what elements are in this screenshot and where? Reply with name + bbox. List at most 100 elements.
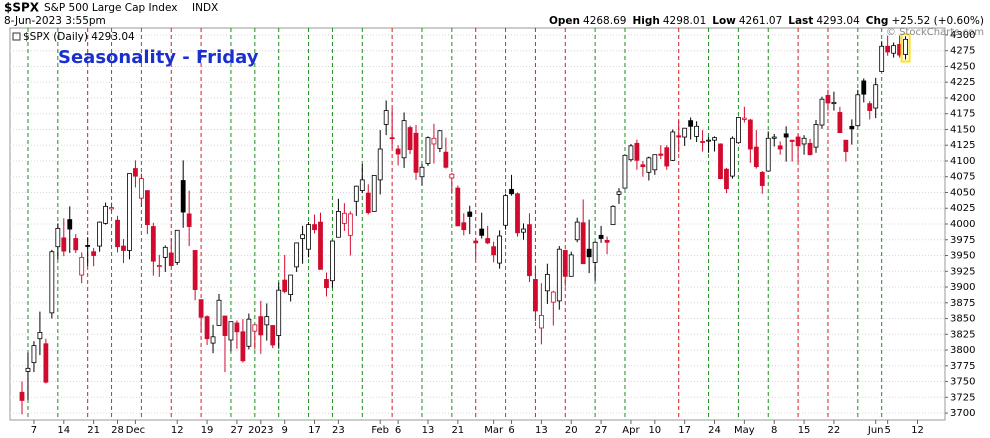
x-tick-label: 14 <box>57 425 70 436</box>
candle-body <box>121 245 126 251</box>
quote: Open 4268.69 High 4298.01 Low 4261.07 Last 4293… <box>549 15 984 27</box>
candle-body <box>67 219 73 230</box>
candle-body <box>192 250 198 290</box>
y-tick-label: 3775 <box>950 361 975 372</box>
y-tick-label: 4150 <box>950 124 975 135</box>
candle-body <box>19 391 25 401</box>
candle-body <box>246 318 252 347</box>
x-tick-label: 7 <box>31 425 37 436</box>
candle-body <box>843 139 849 152</box>
x-tick-label: 23 <box>332 425 345 436</box>
candle-body <box>365 192 371 214</box>
y-tick-label: 4125 <box>950 140 975 151</box>
candle-body <box>258 316 264 336</box>
candle-body <box>586 248 592 258</box>
candle-body <box>700 141 705 143</box>
candle-body <box>300 234 305 239</box>
y-tick-label: 3725 <box>950 392 975 403</box>
y-tick-label: 3750 <box>950 377 975 388</box>
x-tick-label: 12 <box>911 425 924 436</box>
quote-label: Chg <box>866 15 889 27</box>
y-tick-label: 3850 <box>950 314 975 325</box>
x-tick-label: Apr <box>622 425 640 436</box>
candle-body <box>312 224 317 231</box>
legend-icon <box>12 32 21 41</box>
candle-body <box>867 103 873 111</box>
candle-body <box>789 139 795 142</box>
watermark: © StockCharts.com <box>886 27 984 38</box>
x-tick-label: 21 <box>87 425 100 436</box>
candle-body <box>807 142 813 156</box>
x-tick-label: 12 <box>171 425 184 436</box>
x-tick-label: 13 <box>535 425 548 436</box>
datetime: 8-Jun-2023 3:55pm <box>4 15 106 27</box>
candle-body <box>162 246 168 258</box>
x-tick-label: 10 <box>648 425 661 436</box>
candle-body <box>580 222 586 265</box>
candle-body <box>97 221 103 247</box>
symbol-name: S&P 500 Large Cap Index <box>44 2 177 14</box>
candle-body <box>109 207 114 210</box>
x-tick-label: Jun <box>867 425 884 436</box>
candle-body <box>282 279 288 292</box>
candle-body <box>550 291 556 303</box>
legend: $SPX (Daily) 4293.04 <box>23 31 135 43</box>
candle-body <box>753 146 759 168</box>
x-tick-label: 6 <box>508 425 514 436</box>
candle-body <box>903 38 908 55</box>
candle-body <box>336 210 341 238</box>
x-tick-label: 15 <box>798 425 811 436</box>
candle-body <box>222 315 228 336</box>
candle-body <box>747 119 753 150</box>
candle-body <box>79 257 85 276</box>
candle-body <box>55 228 61 248</box>
candle-body <box>270 325 276 346</box>
candle-body <box>264 316 270 326</box>
candle-body <box>455 187 461 227</box>
candle-body <box>694 125 700 137</box>
candle-body <box>425 137 431 164</box>
candle-body <box>574 221 580 241</box>
candle-body <box>616 191 622 195</box>
y-tick-label: 3700 <box>950 408 975 419</box>
candle-body <box>771 136 777 139</box>
y-tick-label: 4175 <box>950 109 975 120</box>
candle-body <box>49 251 55 314</box>
quote-label: Open <box>549 15 580 27</box>
candle-body <box>670 131 676 161</box>
candle-body <box>419 166 425 178</box>
candle-body <box>765 137 771 172</box>
candle-body <box>91 251 97 256</box>
candle-body <box>479 228 485 236</box>
exchange: INDX <box>192 2 218 14</box>
candle-body <box>377 148 383 181</box>
candle-body <box>646 157 652 173</box>
candle-body <box>138 178 144 199</box>
candle-body <box>294 242 300 268</box>
quote-value: 4268.69 <box>583 15 626 27</box>
candle-body <box>598 234 604 239</box>
x-tick-label: 27 <box>595 425 608 436</box>
candle-body <box>503 195 508 226</box>
candle-body <box>115 219 120 248</box>
candle-body <box>885 45 891 53</box>
candle-body <box>371 175 377 212</box>
candle-body <box>449 173 455 179</box>
candle-body <box>383 110 389 125</box>
candle-body <box>330 240 335 282</box>
candle-body <box>813 124 819 148</box>
candle-body <box>497 235 503 264</box>
x-tick-label: 6 <box>395 425 401 436</box>
candle-body <box>825 95 831 104</box>
chart-title: Seasonality - Friday <box>58 47 259 68</box>
candle-body <box>610 205 616 226</box>
candle-body <box>306 224 311 250</box>
candle-body <box>168 252 174 266</box>
x-tick-label: 9 <box>281 425 287 436</box>
candle-body <box>485 238 491 244</box>
candle-body <box>873 84 879 109</box>
candle-body <box>592 241 598 263</box>
candle-body <box>509 188 514 195</box>
plot-area <box>9 27 946 421</box>
